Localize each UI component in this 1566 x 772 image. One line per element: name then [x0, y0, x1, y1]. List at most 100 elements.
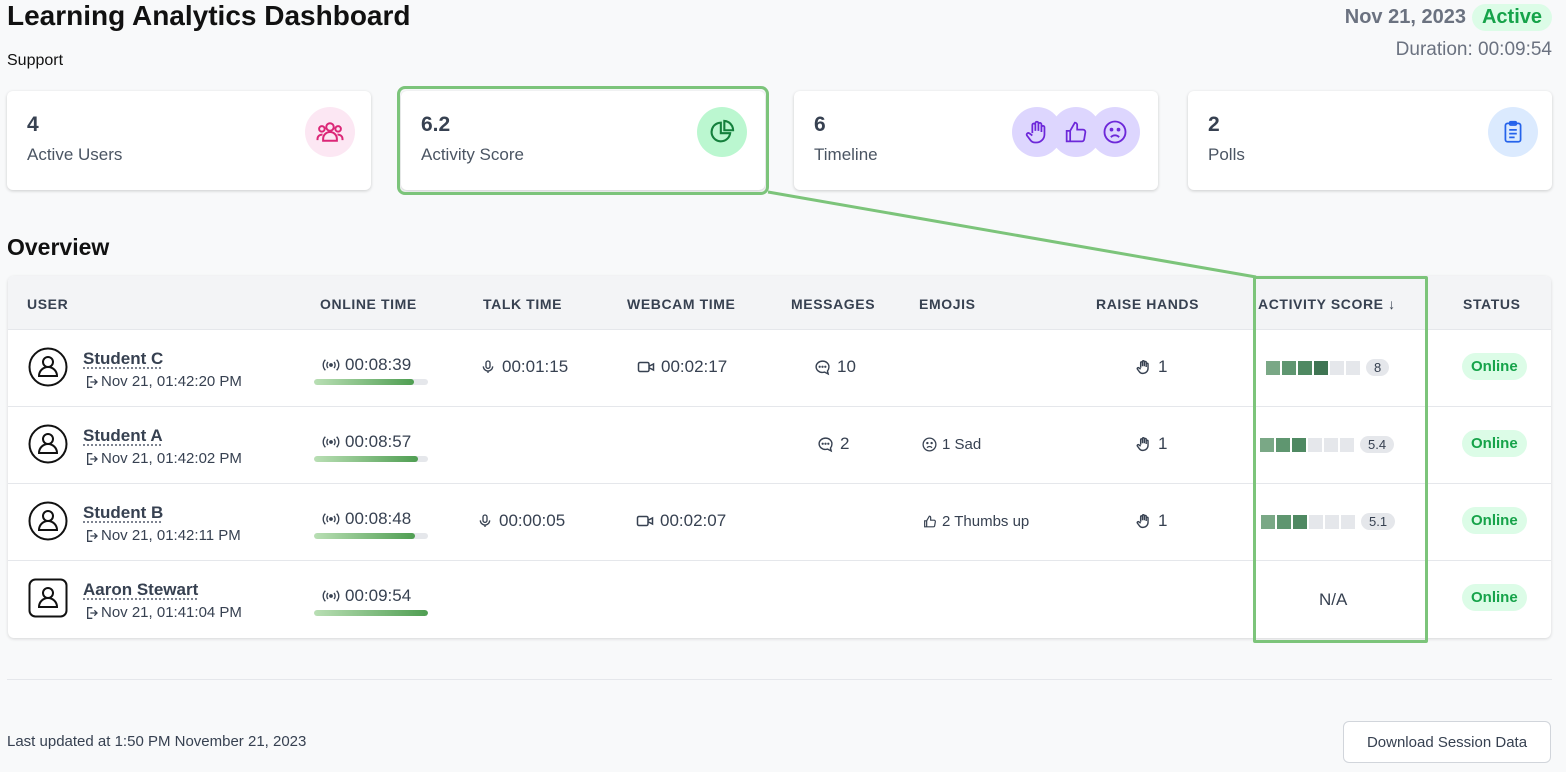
- score-block: [1260, 437, 1274, 452]
- users-icon: [305, 107, 355, 157]
- session-duration: Duration: 00:09:54: [1395, 39, 1552, 60]
- status-badge: Online: [1462, 353, 1527, 380]
- webcam-time-text: 00:02:17: [661, 357, 728, 376]
- card-activity-score[interactable]: 6.2 Activity Score: [401, 91, 765, 190]
- score-block: [1346, 360, 1360, 375]
- status-badge: Online: [1462, 584, 1527, 611]
- card-value: 2: [1208, 113, 1220, 136]
- card-label: Timeline: [814, 145, 878, 164]
- user-name[interactable]: Student C: [83, 349, 164, 368]
- column-header-status[interactable]: STATUS: [1463, 296, 1521, 312]
- raise-hands-cell: 1: [1135, 357, 1167, 377]
- card-label: Activity Score: [421, 145, 524, 164]
- card-value: 6: [814, 113, 826, 136]
- download-session-data-button[interactable]: Download Session Data: [1343, 721, 1551, 763]
- score-block: [1261, 514, 1275, 529]
- user-avatar-icon: [28, 501, 68, 541]
- online-time-bar: [314, 456, 428, 462]
- user-join-time: Nov 21, 01:42:02 PM: [83, 450, 242, 467]
- message-icon: [818, 436, 833, 452]
- card-active-users[interactable]: 4 Active Users: [7, 91, 371, 190]
- session-status-badge: Active: [1471, 4, 1552, 31]
- card-polls[interactable]: 2 Polls: [1188, 91, 1552, 190]
- join-icon: [87, 452, 98, 465]
- raise-hands-cell: 1: [1135, 511, 1167, 531]
- card-label: Active Users: [27, 145, 123, 164]
- column-header-online-time[interactable]: ONLINE TIME: [320, 296, 417, 312]
- online-time-cell: 00:08:48: [314, 509, 428, 539]
- user-name[interactable]: Student B: [83, 503, 164, 522]
- online-time-bar-fill: [314, 456, 418, 462]
- message-icon: [815, 359, 830, 375]
- column-header-emojis[interactable]: EMOJIS: [919, 296, 976, 312]
- overview-table: USER ONLINE TIME TALK TIME WEBCAM TIME M…: [8, 276, 1551, 638]
- emojis-text: 1 Sad: [942, 436, 982, 453]
- webcam-icon: [637, 361, 655, 373]
- talk-time-text: 00:01:15: [502, 357, 569, 376]
- activity-score-blocks: 5.4: [1260, 436, 1395, 453]
- messages-text: 2: [840, 434, 850, 453]
- score-block: [1324, 437, 1338, 452]
- status-badge: Online: [1462, 507, 1527, 534]
- column-header-messages[interactable]: MESSAGES: [791, 296, 876, 312]
- online-time-text: 00:09:54: [345, 586, 412, 605]
- raise-hand-icon: [1136, 360, 1149, 375]
- broadcast-icon: [322, 513, 340, 525]
- score-block: [1309, 514, 1323, 529]
- page-title: Learning Analytics Dashboard: [7, 0, 411, 31]
- webcam-time-text: 00:02:07: [660, 511, 727, 530]
- join-time-text: Nov 21, 01:42:20 PM: [101, 373, 242, 390]
- footer-divider: [7, 679, 1552, 680]
- sad-face-icon: [922, 437, 937, 452]
- moderator-avatar-icon: [28, 578, 68, 618]
- score-block: [1292, 437, 1306, 452]
- score-block: [1298, 360, 1312, 375]
- messages-text: 10: [837, 357, 856, 376]
- column-header-user[interactable]: USER: [27, 296, 69, 312]
- raise-hands-text: 1: [1158, 434, 1168, 453]
- user-avatar-icon: [28, 424, 68, 464]
- last-updated-text: Last updated at 1:50 PM November 21, 202…: [7, 733, 307, 750]
- column-header-activity-score[interactable]: ACTIVITY SCORE ↓: [1258, 296, 1396, 312]
- webcam-time-cell: 00:02:17: [637, 357, 727, 377]
- activity-score-blocks: 5.1: [1261, 513, 1396, 530]
- webcam-icon: [636, 515, 654, 527]
- talk-time-cell: 00:00:05: [477, 511, 565, 531]
- online-time-bar: [314, 379, 428, 385]
- raise-hands-text: 1: [1158, 357, 1168, 376]
- online-time-cell: 00:08:57: [314, 432, 428, 462]
- column-header-talk-time[interactable]: TALK TIME: [483, 296, 563, 312]
- clipboard-icon: [1488, 107, 1538, 157]
- raise-hands-cell: 1: [1135, 434, 1167, 454]
- user-join-time: Nov 21, 01:42:20 PM: [83, 373, 242, 390]
- raise-hand-icon: [1136, 514, 1149, 529]
- broadcast-icon: [322, 359, 340, 371]
- status-badge: Online: [1462, 430, 1527, 457]
- table-row: Student B Nov 21, 01:42:11 PM 00:08:48 0…: [8, 483, 1551, 561]
- column-header-raise-hands[interactable]: RAISE HANDS: [1096, 296, 1200, 312]
- overview-title: Overview: [7, 234, 110, 260]
- table-row: Aaron Stewart Nov 21, 01:41:04 PM 00:09:…: [8, 560, 1551, 637]
- score-block: [1340, 437, 1354, 452]
- messages-cell: 2: [817, 434, 849, 454]
- online-time-bar-fill: [314, 533, 416, 539]
- microphone-icon: [479, 514, 491, 527]
- column-header-webcam-time[interactable]: WEBCAM TIME: [627, 296, 736, 312]
- raise-hands-text: 1: [1158, 511, 1168, 530]
- card-label: Polls: [1208, 145, 1245, 164]
- join-time-text: Nov 21, 01:42:02 PM: [101, 450, 242, 467]
- activity-score-value: 5.1: [1361, 513, 1396, 530]
- user-name[interactable]: Aaron Stewart: [83, 580, 199, 599]
- score-block: [1276, 437, 1290, 452]
- table-row: Student A Nov 21, 01:42:02 PM 00:08:57 2…: [8, 406, 1551, 484]
- join-time-text: Nov 21, 01:41:04 PM: [101, 604, 242, 621]
- table-row: Student C Nov 21, 01:42:20 PM 00:08:39 0…: [8, 329, 1551, 407]
- card-timeline[interactable]: 6 Timeline: [794, 91, 1158, 190]
- user-name[interactable]: Student A: [83, 426, 163, 445]
- score-block: [1282, 360, 1296, 375]
- broadcast-icon: [322, 436, 340, 448]
- join-icon: [87, 375, 98, 388]
- join-time-text: Nov 21, 01:42:11 PM: [101, 527, 241, 544]
- user-avatar-icon: [28, 347, 68, 387]
- score-block: [1341, 514, 1355, 529]
